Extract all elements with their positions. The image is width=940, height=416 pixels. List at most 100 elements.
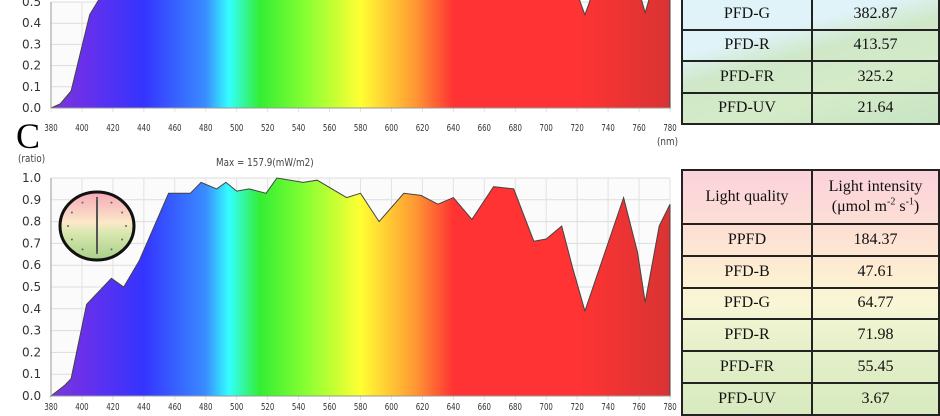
table-row: PFD-R 413.57 [681,28,940,62]
table-row: PFD-FR 325.2 [681,60,940,94]
x-tick-label: 460 [168,123,181,135]
quality-cell: PFD-R [681,318,813,353]
intensity-cell: 325.2 [811,60,940,94]
clock-hour-mark [96,198,98,200]
x-tick-label: 640 [447,123,460,135]
y-tick-label: 0.0 [22,389,41,403]
x-tick-label: 760 [632,402,645,411]
y-tick-label: 1.0 [22,171,41,185]
x-tick-label: 380 [44,402,57,411]
x-tick-label: 720 [570,402,583,411]
y-tick-label: 0.7 [22,236,41,250]
quality-cell: PFD-FR [681,60,813,94]
spectrum-charts: 0.0 0.1 0.2 0.3 0.4 0.5 380 400 420 440 460 480 500 5… [22,0,677,411]
x-tick-label: 740 [601,402,614,411]
y-tick-label: 0.3 [22,324,41,338]
x-tick-label: 440 [137,402,150,411]
clock-hour-mark [125,225,127,227]
x-tick-label: 420 [106,402,119,411]
x-tick-label: 720 [570,123,583,135]
x-tick-label: 620 [416,402,429,411]
y-tick-label: 0.2 [22,59,41,73]
header-light-intensity: Light intensity (μmol m-2 s-1) [811,169,940,225]
x-tick-label: 680 [509,123,522,135]
clock-hour-mark [81,201,84,204]
y-tick-label: 0.4 [22,302,41,316]
light-table-c: Light quality Light intensity (μmol m-2 s… [681,169,940,416]
quality-cell: PFD-G [681,286,813,321]
y-tick-label: 0.1 [22,367,41,381]
header-unit: (μmol m-2 s-1) [831,196,920,215]
x-tick-label: 580 [354,123,367,135]
clock-icon [58,190,136,262]
x-tick-label: 680 [509,402,522,411]
intensity-cell: 21.64 [811,91,940,125]
table-header-row: Light quality Light intensity (μmol m-2 s… [681,169,940,225]
table-row: PPFD 184.37 [681,223,940,257]
x-tick-label: 600 [385,123,398,135]
table-row: PFD-FR 55.45 [681,350,940,384]
quality-cell: PFD-FR [681,350,813,384]
x-tick-label: 460 [168,402,181,411]
y-tick-label: 0.9 [22,193,41,207]
x-tick-label: 640 [447,402,460,411]
x-tick-label: 580 [354,402,367,411]
quality-cell: PFD-UV [681,381,813,416]
y-axis-unit-c: (ratio) [18,152,46,165]
quality-cell: PFD-G [681,0,813,31]
y-tick-label: 0.1 [22,80,41,94]
clock-hour-mark [81,248,84,251]
x-tick-label: 760 [632,123,645,135]
intensity-cell: 47.61 [811,254,940,289]
clock-hour-mark [121,211,124,214]
x-tick-label: 560 [323,123,336,135]
y-tick-label: 0.8 [22,215,41,229]
table-row: PFD-UV 3.67 [681,381,940,416]
x-tick-label: 520 [261,123,274,135]
intensity-cell: 413.57 [811,28,940,62]
clock-hour-mark [110,248,113,251]
intensity-cell: 184.37 [811,223,940,257]
y-tick-label: 0.6 [22,258,41,272]
panel-c-label: C [16,116,41,156]
y-tick-label: 0.4 [22,16,41,30]
spectrum-area [50,0,671,109]
x-tick-label: 540 [292,402,305,411]
intensity-cell: 55.45 [811,350,940,384]
header-intensity-label: Light intensity [828,177,923,195]
intensity-cell: 71.98 [811,318,940,353]
x-tick-label: 420 [106,123,119,135]
x-tick-label: 440 [137,123,150,135]
clock-hour-mark [96,252,98,254]
y-tick-label: 0.3 [22,37,41,51]
x-tick-label: 380 [44,123,57,135]
y-tick-label: 0.5 [22,0,41,9]
quality-cell: PPFD [681,223,813,257]
x-tick-label: 700 [540,402,553,411]
clock-hour-mark [110,201,113,204]
x-tick-label: 500 [230,123,243,135]
header-light-quality: Light quality [681,169,813,225]
x-tick-label: 480 [199,402,212,411]
chart-c-title: Max = 157.9(mW/m2) [216,156,314,169]
table-row: PFD-B 47.61 [681,254,940,289]
clock-hour-mark [121,238,124,241]
x-tick-label: 500 [230,402,243,411]
x-tick-label: 660 [478,402,491,411]
table-row: PFD-G 64.77 [681,286,940,321]
x-tick-label: 740 [601,123,614,135]
x-axis-unit-b: (nm) [657,135,679,148]
intensity-cell: 64.77 [811,286,940,321]
x-tick-label: 520 [261,402,274,411]
x-tick-label: 780 [663,402,676,411]
y-tick-label: 0.0 [22,101,41,115]
y-tick-label: 0.5 [22,280,41,294]
x-tick-label: 700 [540,123,553,135]
x-tick-label: 600 [385,402,398,411]
table-row: PFD-UV 21.64 [681,91,940,125]
x-tick-label: 560 [323,402,336,411]
y-tick-label: 0.2 [22,345,41,359]
x-tick-label: 480 [199,123,212,135]
x-tick-label: 400 [75,123,88,135]
light-table-b: PFD-G 382.87 PFD-R 413.57 PFD-FR 325.2 PFD-… [681,0,940,125]
